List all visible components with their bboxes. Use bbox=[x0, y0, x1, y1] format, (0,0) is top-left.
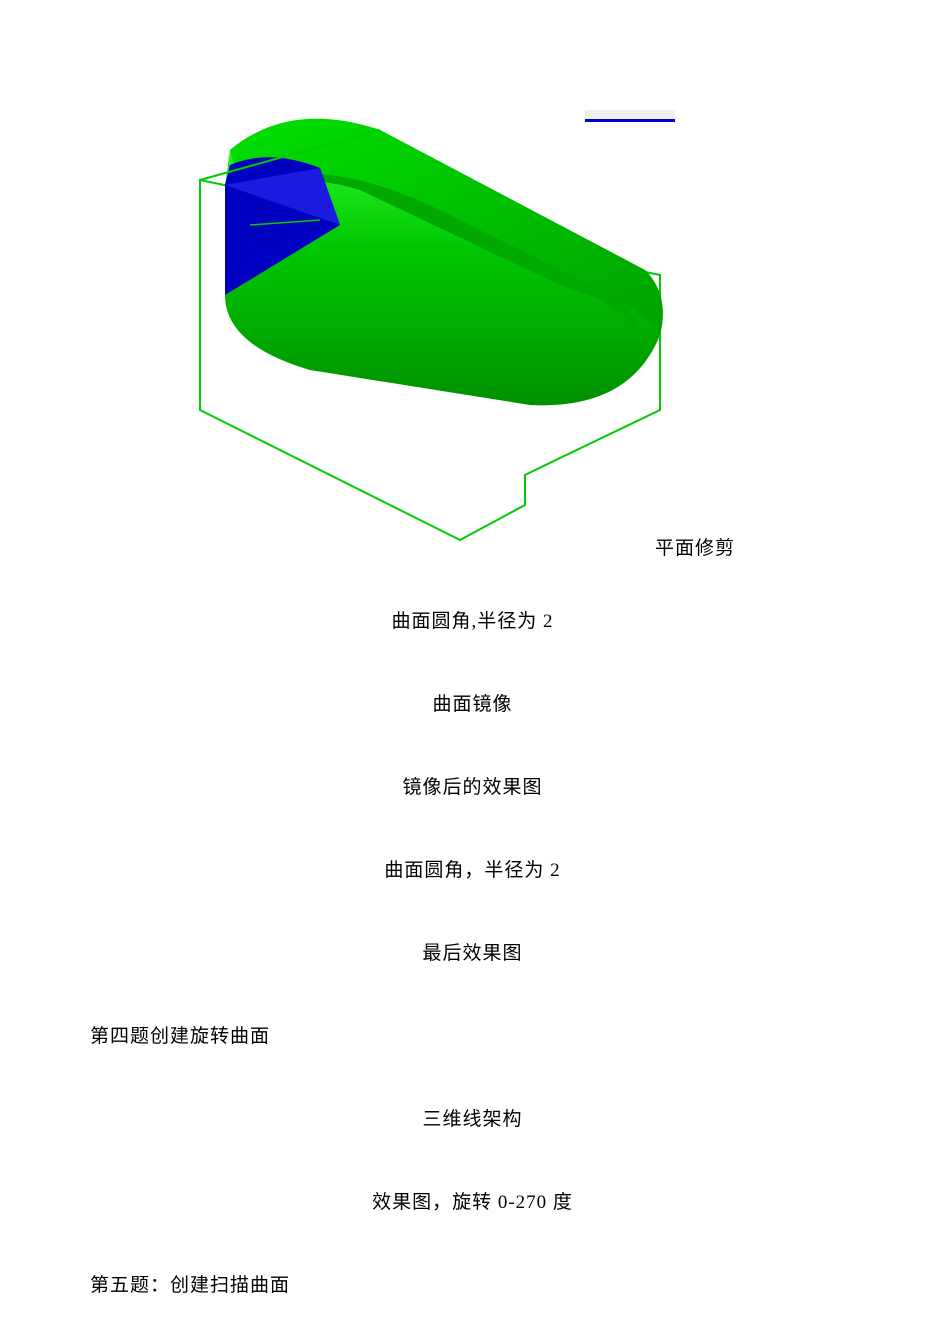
step-line-8: 效果图，旋转 0-270 度 bbox=[90, 1187, 855, 1214]
step-line-2: 曲面镜像 bbox=[90, 689, 855, 716]
step-line-3: 镜像后的效果图 bbox=[90, 772, 855, 799]
document-page: 平面修剪 曲面圆角,半径为 2 曲面镜像 镜像后的效果图 曲面圆角，半径为 2 … bbox=[0, 0, 945, 1337]
step-line-5: 最后效果图 bbox=[90, 938, 855, 965]
hull-body bbox=[200, 119, 663, 406]
step-line-1: 曲面圆角,半径为 2 bbox=[90, 606, 855, 633]
step-line-7: 三维线架构 bbox=[90, 1104, 855, 1131]
cad-model-illustration bbox=[130, 70, 690, 550]
figure-area: 平面修剪 bbox=[90, 70, 855, 550]
step-line-4: 曲面圆角，半径为 2 bbox=[90, 855, 855, 882]
section-heading-5: 第五题：创建扫描曲面 bbox=[90, 1270, 855, 1297]
section-heading-4: 第四题创建旋转曲面 bbox=[90, 1021, 855, 1048]
figure-caption: 平面修剪 bbox=[655, 533, 735, 560]
